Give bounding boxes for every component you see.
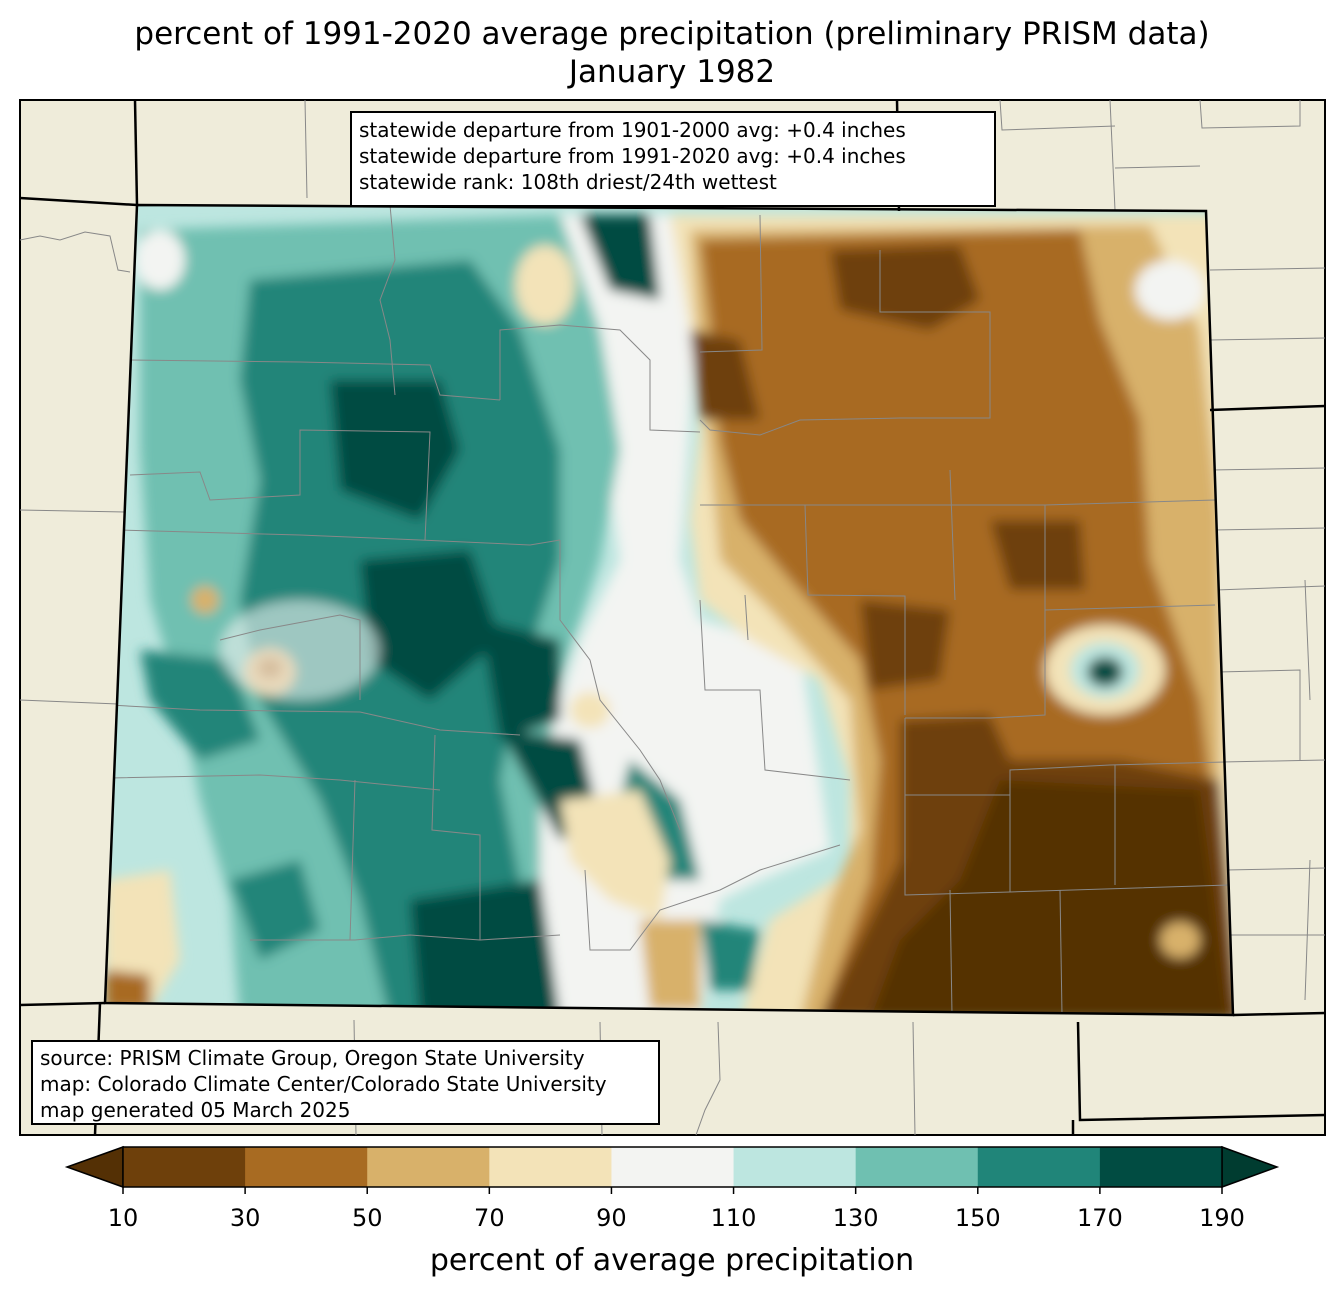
stats-line-rank: statewide rank: 108th driest/24th wettes… bbox=[359, 170, 777, 194]
credits-map: map: Colorado Climate Center/Colorado St… bbox=[40, 1072, 607, 1096]
colorbar-frame bbox=[122, 1146, 1223, 1188]
colorbar bbox=[64, 1145, 1280, 1194]
colorbar-bin bbox=[245, 1147, 368, 1187]
credits-source: source: PRISM Climate Group, Oregon Stat… bbox=[40, 1046, 585, 1070]
colorbar-bin bbox=[611, 1147, 735, 1187]
colorbar-bin bbox=[1099, 1147, 1223, 1187]
colorbar-tick-label: 110 bbox=[710, 1204, 757, 1232]
colorbar-label: percent of average precipitation bbox=[429, 1243, 915, 1278]
colorbar-tick-label: 170 bbox=[1076, 1204, 1123, 1232]
precipitation-field bbox=[105, 205, 1233, 1015]
colorbar-tick-label: 150 bbox=[954, 1204, 1001, 1232]
stats-line-1901: statewide departure from 1901-2000 avg: … bbox=[359, 118, 906, 142]
colorbar-bin bbox=[855, 1147, 979, 1187]
map-subtitle: January 1982 bbox=[568, 54, 776, 90]
colorbar-tick-label: 130 bbox=[832, 1204, 879, 1232]
colorbar-bin bbox=[977, 1147, 1101, 1187]
map-title: percent of 1991-2020 average precipitati… bbox=[134, 16, 1210, 52]
colorbar-tick-label: 10 bbox=[107, 1204, 139, 1232]
neighbor-county-lines bbox=[19, 99, 1326, 1136]
stats-line-1991: statewide departure from 1991-2020 avg: … bbox=[359, 144, 906, 168]
stats-box: statewide departure from 1901-2000 avg: … bbox=[350, 111, 996, 207]
colorbar-tick-label: 70 bbox=[474, 1204, 505, 1232]
colorbar-tick-label: 50 bbox=[351, 1204, 383, 1232]
credits-box: source: PRISM Climate Group, Oregon Stat… bbox=[31, 1040, 660, 1125]
colorbar-tick-label: 190 bbox=[1199, 1204, 1245, 1232]
colorbar-over-arrow bbox=[1221, 1145, 1280, 1189]
credits-generated: map generated 05 March 2025 bbox=[40, 1098, 351, 1122]
colorbar-bin bbox=[123, 1147, 246, 1187]
colorbar-bin bbox=[733, 1147, 857, 1187]
colorbar-bin bbox=[367, 1147, 490, 1187]
colorbar-under-arrow bbox=[64, 1145, 124, 1189]
colorbar-bin bbox=[489, 1147, 612, 1187]
county-lines bbox=[109, 205, 1231, 1015]
colorbar-tick-label: 90 bbox=[596, 1204, 627, 1232]
colorbar-tick-label: 30 bbox=[229, 1204, 261, 1232]
